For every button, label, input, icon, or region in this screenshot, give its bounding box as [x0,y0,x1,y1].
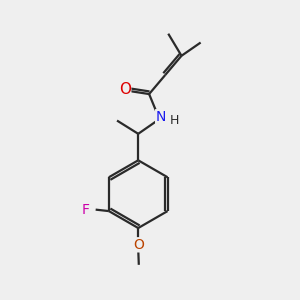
Text: N: N [156,110,166,124]
Text: O: O [119,82,131,97]
Text: H: H [169,114,179,127]
Text: F: F [82,202,90,217]
Text: O: O [133,238,144,252]
